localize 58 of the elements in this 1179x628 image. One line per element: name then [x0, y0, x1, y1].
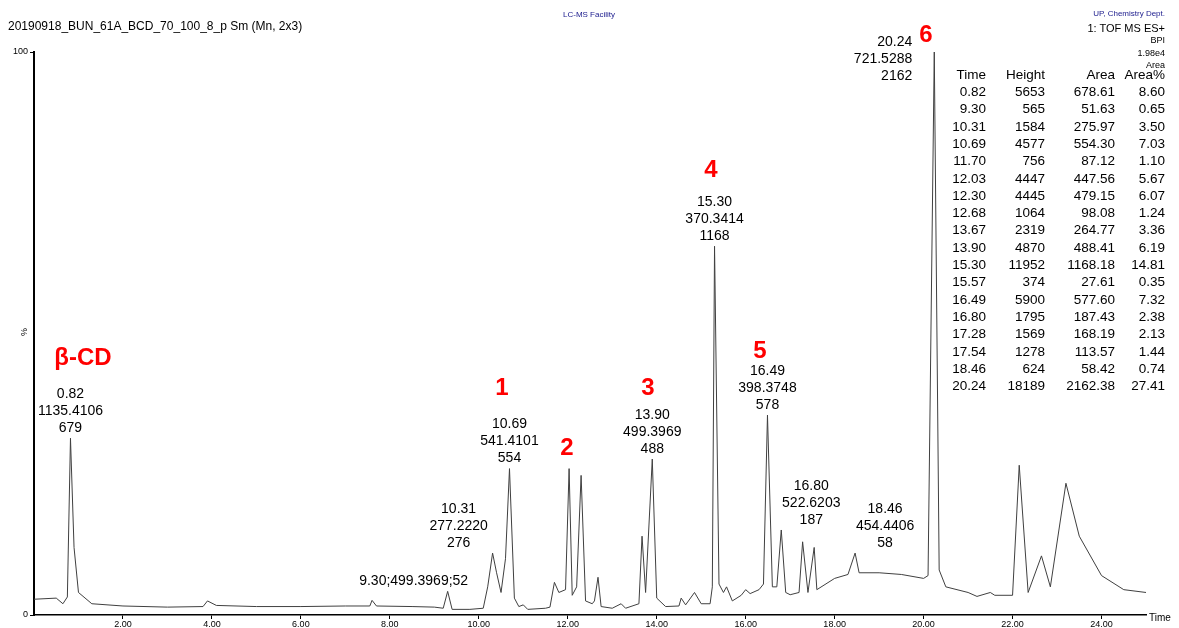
text: 17.28 1569 168.19 2.13: [952, 326, 1165, 342]
text: 10.31 1584 275.97 3.50: [952, 118, 1165, 134]
annotation: 4: [704, 155, 719, 182]
text: 12.03 4447 447.56 5.67: [952, 170, 1165, 186]
x-tick-label: 12.00: [556, 618, 580, 628]
x-tick-label: 4.00: [203, 618, 221, 628]
x-tick-label: 22.00: [1001, 618, 1024, 628]
annotation: 9.30;499.3969;52: [359, 572, 469, 589]
text: 10.69 4577 554.30 7.03: [952, 135, 1165, 151]
chart-title: 20190918_BUN_61A_BCD_70_100_8_p Sm (Mn, 2x3): [8, 19, 303, 34]
text: 18.46 624 58.42 0.74: [952, 360, 1165, 376]
x-tick-label: 8.00: [381, 618, 399, 628]
x-tick-label: 20.00: [912, 618, 935, 628]
annotation: 5: [753, 336, 767, 363]
annotation: β-CD: [54, 343, 112, 370]
text: 11.70 756 87.12 1.10: [953, 153, 1165, 169]
text: 6: [919, 20, 933, 47]
annotation: Area: [1145, 60, 1165, 71]
x-tick-label: 18.00: [823, 618, 846, 628]
annotation: 2: [560, 433, 574, 460]
text: 9.30 565 51.63 0.65: [959, 101, 1165, 117]
text: 16.49 5900 577.60 7.32: [952, 291, 1165, 307]
text: 12.68 1064 98.08 1.24: [952, 205, 1165, 221]
text: 20.24 18189 2162.38 27.41: [952, 378, 1165, 394]
annotation: 16.49 398.3748 578: [738, 361, 797, 412]
text: 0.82 5653 678.61 8.60: [959, 84, 1165, 100]
text: 15.57 374 27.61 0.35: [952, 274, 1165, 290]
y-tick-label: 100: [12, 46, 28, 57]
annotation: 1: [495, 373, 509, 400]
annotation: 10.69 541.4101 554: [480, 415, 539, 466]
annotation: 15.30 370.3414 1168: [685, 193, 744, 244]
annotation: 16.80 522.6203 187: [782, 476, 841, 527]
annotation: 20.24 721.5288 2162: [853, 32, 913, 83]
x-tick-label: 24.00: [1090, 618, 1113, 628]
x-tick-label: 10.00: [467, 618, 491, 628]
text: 12.30 4445 479.15 6.07: [952, 187, 1165, 203]
x-axis-title: Time: [1149, 611, 1172, 623]
x-tick-label: 2.00: [114, 618, 132, 628]
annotation: 18.46 454.4406 58: [855, 499, 915, 550]
x-tick-label: 6.00: [292, 618, 310, 628]
annotation: 0.82 1135.4106 679: [37, 385, 104, 436]
text: 16.80 1795 187.43 2.38: [952, 308, 1165, 324]
text: 15.30 11952 1168.18 14.81: [952, 257, 1165, 273]
annotation: 3: [641, 373, 655, 400]
text: UP, Chemistry Dept.: [1093, 9, 1165, 19]
y-tick-label: 0: [22, 609, 28, 620]
text: 17.54 1278 113.57 1.44: [952, 343, 1165, 359]
x-tick-label: 14.00: [645, 618, 668, 628]
text: 13.90 4870 488.41 6.19: [952, 239, 1165, 255]
text: 1: TOF MS ES+: [1087, 21, 1165, 34]
y-axis-title: %: [19, 327, 30, 337]
text: 13.67 2319 264.77 3.36: [952, 222, 1165, 238]
annotation: 10.31 277.2220 276: [429, 499, 488, 550]
chart-subtitle: LC-MS Facility: [562, 10, 616, 20]
text: BPI: [1150, 35, 1165, 46]
annotation: 13.90 499.3969 488: [623, 405, 682, 456]
x-tick-label: 16.00: [734, 618, 757, 628]
annotation: 1.98e4: [1137, 47, 1165, 58]
